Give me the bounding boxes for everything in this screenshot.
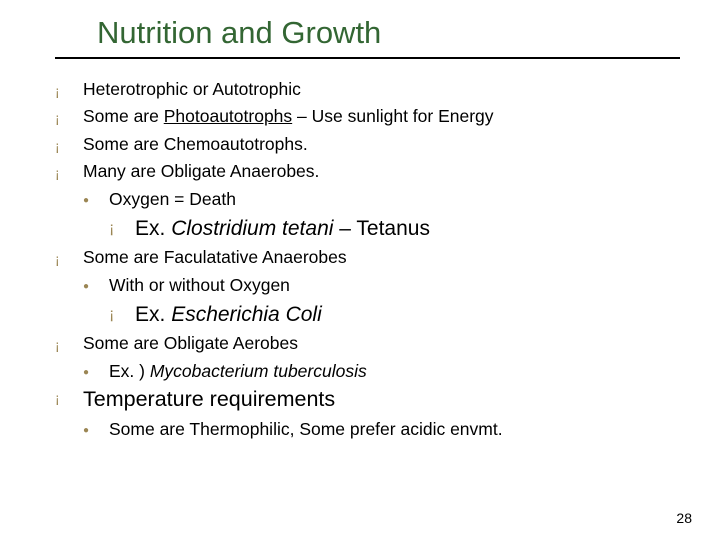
- sub-bullet-text: With or without Oxygen: [109, 273, 290, 298]
- bullet-text: Many are Obligate Anaerobes.: [83, 159, 680, 184]
- text-fragment: Ex.: [135, 217, 171, 240]
- title-underline: [55, 57, 680, 59]
- sub-bullet-item: ● With or without Oxygen: [83, 273, 680, 298]
- disc-bullet-icon: ●: [83, 273, 109, 298]
- example-text: Ex. Clostridium tetani – Tetanus: [135, 214, 430, 243]
- underlined-term: Photoautotrophs: [164, 106, 292, 126]
- bullet-item: ¡ Some are Photoautotrophs – Use sunligh…: [55, 104, 680, 129]
- sub-bullet-text: Ex. ) Mycobacterium tuberculosis: [109, 359, 367, 384]
- circle-bullet-icon: ¡: [55, 159, 83, 184]
- disc-bullet-icon: ●: [83, 187, 109, 212]
- bullet-text: Some are Faculatative Anaerobes: [83, 245, 680, 270]
- text-fragment: Ex. ): [109, 361, 150, 381]
- species-name: Escherichia Coli: [171, 303, 322, 326]
- circle-bullet-icon: ¡: [109, 300, 135, 329]
- bullet-item: ¡ Some are Chemoautotrophs.: [55, 132, 680, 157]
- bullet-item: ¡ Heterotrophic or Autotrophic: [55, 77, 680, 102]
- circle-bullet-icon: ¡: [55, 104, 83, 129]
- text-fragment: – Use sunlight for Energy: [292, 106, 493, 126]
- circle-bullet-icon: ¡: [109, 214, 135, 243]
- disc-bullet-icon: ●: [83, 359, 109, 384]
- bullet-item: ¡ Some are Faculatative Anaerobes: [55, 245, 680, 270]
- bullet-item: ¡ Many are Obligate Anaerobes.: [55, 159, 680, 184]
- example-item: ¡ Ex. Clostridium tetani – Tetanus: [109, 214, 680, 243]
- bullet-item: ¡ Some are Obligate Aerobes: [55, 331, 680, 356]
- slide-content: ¡ Heterotrophic or Autotrophic ¡ Some ar…: [55, 77, 680, 443]
- slide-title: Nutrition and Growth: [55, 15, 680, 57]
- text-fragment: Some are: [83, 106, 164, 126]
- species-name: Mycobacterium tuberculosis: [150, 361, 367, 381]
- example-text: Ex. Escherichia Coli: [135, 300, 322, 329]
- sub-bullet-item: ● Some are Thermophilic, Some prefer aci…: [83, 417, 680, 442]
- sub-bullet-text: Some are Thermophilic, Some prefer acidi…: [109, 417, 503, 442]
- title-block: Nutrition and Growth: [55, 15, 680, 59]
- example-item: ¡ Ex. Escherichia Coli: [109, 300, 680, 329]
- text-fragment: – Tetanus: [333, 217, 430, 240]
- sub-bullet-text: Oxygen = Death: [109, 187, 236, 212]
- disc-bullet-icon: ●: [83, 417, 109, 442]
- slide: Nutrition and Growth ¡ Heterotrophic or …: [0, 0, 720, 443]
- sub-bullet-item: ● Ex. ) Mycobacterium tuberculosis: [83, 359, 680, 384]
- bullet-text: Some are Photoautotrophs – Use sunlight …: [83, 104, 680, 129]
- bullet-text: Some are Chemoautotrophs.: [83, 132, 680, 157]
- circle-bullet-icon: ¡: [55, 77, 83, 102]
- bullet-text: Heterotrophic or Autotrophic: [83, 77, 680, 102]
- bullet-item-emphasized: ¡ Temperature requirements: [55, 384, 680, 415]
- species-name: Clostridium tetani: [171, 217, 333, 240]
- circle-bullet-icon: ¡: [55, 132, 83, 157]
- page-number: 28: [676, 510, 692, 526]
- circle-bullet-icon: ¡: [55, 384, 83, 415]
- circle-bullet-icon: ¡: [55, 245, 83, 270]
- bullet-text: Some are Obligate Aerobes: [83, 331, 680, 356]
- text-fragment: Ex.: [135, 303, 171, 326]
- bullet-text: Temperature requirements: [83, 384, 680, 415]
- sub-bullet-item: ● Oxygen = Death: [83, 187, 680, 212]
- circle-bullet-icon: ¡: [55, 331, 83, 356]
